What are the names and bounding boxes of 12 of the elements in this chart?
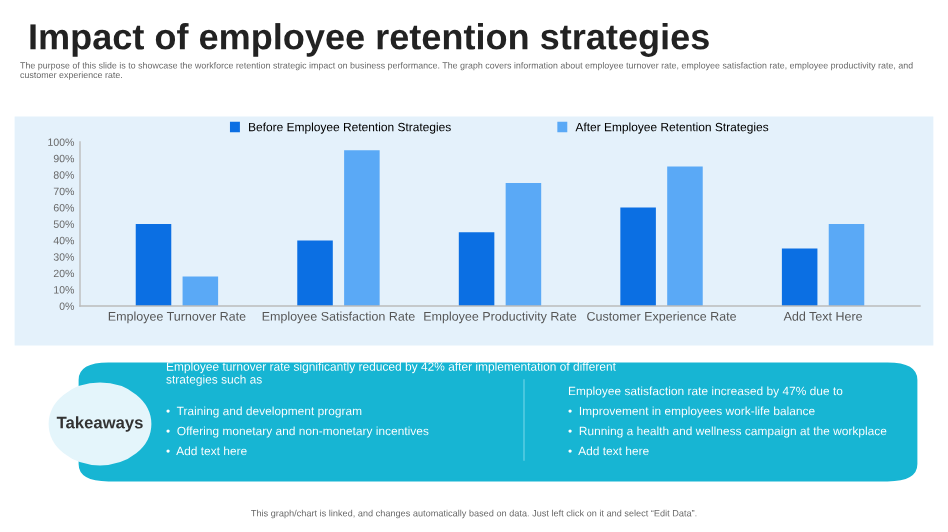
bar (828, 224, 865, 306)
chart-title: Impact of employee retention strategies (30, 23, 709, 57)
bar (667, 166, 703, 306)
bar (458, 232, 495, 306)
bar (344, 150, 380, 306)
bar (781, 248, 818, 306)
bar (505, 183, 542, 306)
bar (297, 240, 333, 306)
bar (135, 224, 172, 306)
text: Takeaways (56, 416, 143, 432)
bar (182, 276, 219, 306)
bar (620, 207, 656, 306)
